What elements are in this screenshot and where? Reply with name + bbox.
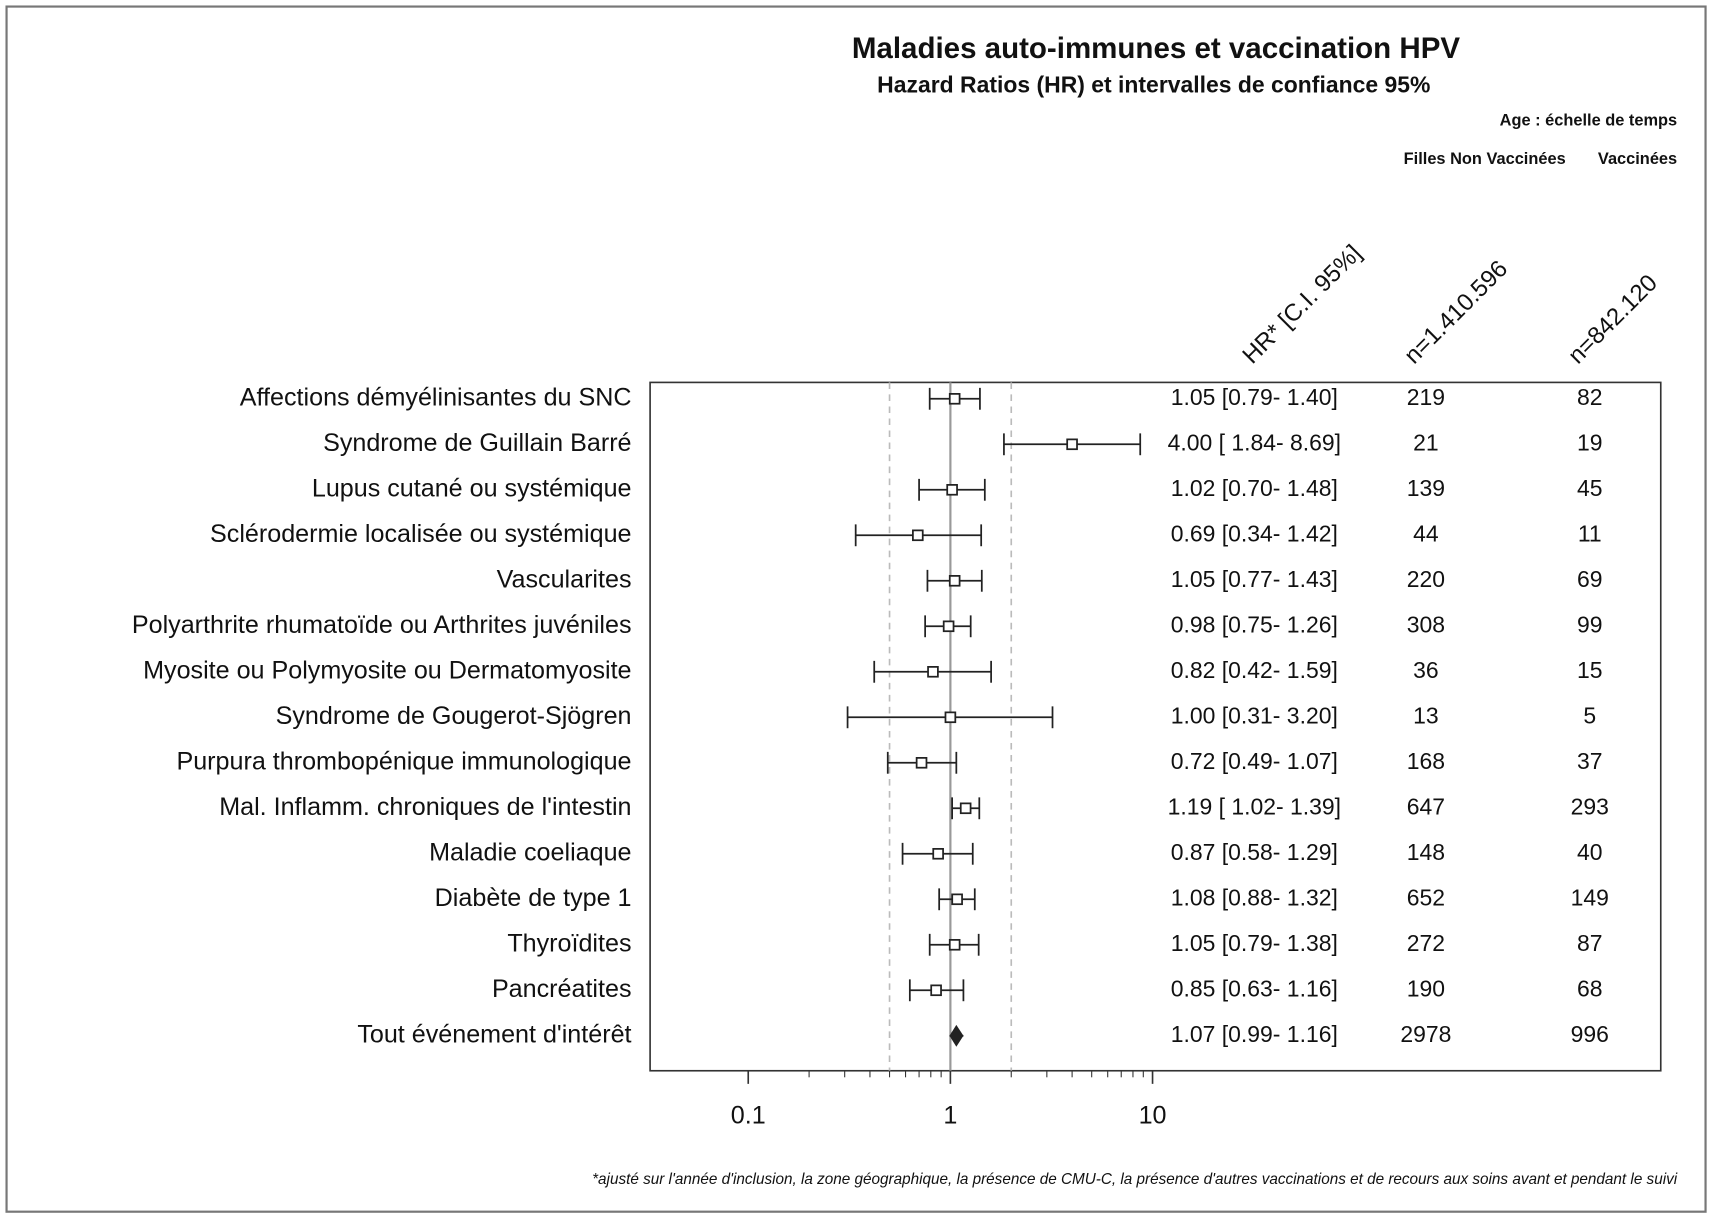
n-vacc: 293: [1571, 793, 1609, 819]
n-unvacc: 21: [1413, 429, 1439, 455]
n-unvacc: 13: [1413, 702, 1439, 728]
n-vacc: 5: [1583, 702, 1596, 728]
chart-subtitle: Hazard Ratios (HR) et intervalles de con…: [877, 71, 1430, 97]
n-unvacc: 647: [1407, 793, 1445, 819]
hr-label: 0.85 [0.63- 1.16]: [1171, 975, 1338, 1001]
hr-marker: [932, 847, 944, 860]
category-label: Affections démyélinisantes du SNC: [240, 383, 632, 411]
n-vacc: 996: [1571, 1021, 1609, 1047]
hr-label: 0.87 [0.58- 1.29]: [1171, 839, 1338, 865]
category-label: Pancréatites: [492, 975, 632, 1003]
hr-label: 0.98 [0.75- 1.26]: [1171, 611, 1338, 637]
category-label: Myosite ou Polymyosite ou Dermatomyosite: [143, 656, 631, 684]
plot-box: [649, 381, 1662, 1072]
column-header: n=1.410.596: [1399, 255, 1513, 369]
n-unvacc: 44: [1413, 520, 1439, 546]
frame: [5, 5, 1707, 1213]
hr-marker: [959, 802, 972, 815]
n-vacc: 37: [1577, 748, 1603, 774]
footnote: *ajusté sur l'année d'inclusion, la zone…: [592, 1171, 1678, 1188]
hr-marker: [1066, 438, 1078, 451]
category-label: Sclérodermie localisée ou systémique: [210, 520, 631, 548]
category-label: Lupus cutané ou systémique: [312, 474, 632, 502]
hr-label: 1.05 [0.79- 1.38]: [1171, 930, 1338, 956]
hr-label: 1.05 [0.79- 1.40]: [1171, 384, 1338, 410]
category-label: Syndrome de Gougerot-Sjögren: [276, 702, 632, 730]
x-tick-label: 10: [1139, 1101, 1167, 1129]
annotation: Vaccinées: [1598, 150, 1677, 168]
hr-marker: [930, 984, 942, 997]
n-vacc: 19: [1577, 429, 1603, 455]
category-label: Vascularites: [497, 565, 632, 593]
hr-label: 0.69 [0.34- 1.42]: [1171, 520, 1338, 546]
n-unvacc: 220: [1407, 566, 1445, 592]
n-vacc: 45: [1577, 475, 1603, 501]
category-label: Mal. Inflamm. chroniques de l'intestin: [219, 793, 631, 821]
n-vacc: 149: [1571, 884, 1609, 910]
n-unvacc: 36: [1413, 657, 1439, 683]
n-unvacc: 139: [1407, 475, 1445, 501]
hr-marker: [912, 529, 924, 542]
n-unvacc: 219: [1407, 384, 1445, 410]
category-label: Syndrome de Guillain Barré: [323, 429, 631, 457]
n-unvacc: 272: [1407, 930, 1445, 956]
hr-label: 1.05 [0.77- 1.43]: [1171, 566, 1338, 592]
chart-title: Maladies auto-immunes et vaccination HPV: [852, 32, 1461, 65]
hr-marker: [942, 620, 955, 633]
hr-marker: [948, 575, 961, 587]
n-vacc: 69: [1577, 566, 1603, 592]
n-vacc: 68: [1577, 975, 1603, 1001]
hr-label: 1.08 [0.88- 1.32]: [1171, 884, 1338, 910]
hr-marker: [948, 938, 961, 951]
hr-label: 0.72 [0.49- 1.07]: [1171, 748, 1338, 774]
category-label: Diabète de type 1: [435, 884, 632, 912]
column-header: n=842.120: [1563, 269, 1663, 369]
n-unvacc: 308: [1407, 611, 1445, 637]
hr-marker: [927, 666, 939, 678]
annotation: Filles Non Vaccinées: [1404, 150, 1566, 168]
category-label: Thyroïdites: [507, 929, 631, 957]
hr-label: 0.82 [0.42- 1.59]: [1171, 657, 1338, 683]
hr-label: 1.00 [0.31- 3.20]: [1171, 702, 1338, 728]
x-tick-label: 1: [943, 1101, 957, 1129]
n-vacc: 11: [1578, 520, 1602, 546]
hr-label: 4.00 [ 1.84- 8.69]: [1168, 429, 1341, 455]
hr-label: 1.19 [ 1.02- 1.39]: [1168, 793, 1341, 819]
category-label: Tout événement d'intérêt: [357, 1020, 631, 1048]
n-unvacc: 168: [1407, 748, 1445, 774]
n-vacc: 82: [1577, 384, 1603, 410]
n-vacc: 99: [1577, 611, 1603, 637]
x-tick-label: 0.1: [731, 1101, 766, 1129]
hr-marker: [946, 484, 958, 496]
n-unvacc: 652: [1407, 884, 1445, 910]
hr-label: 1.07 [0.99- 1.16]: [1171, 1021, 1338, 1047]
n-vacc: 15: [1577, 657, 1603, 683]
hr-diamond: [949, 1024, 964, 1047]
hr-marker: [951, 893, 963, 906]
category-label: Polyarthrite rhumatoïde ou Arthrites juv…: [132, 611, 632, 639]
hr-label: 1.02 [0.70- 1.48]: [1171, 475, 1338, 501]
column-header: HR* [C.I. 95%]: [1237, 240, 1367, 370]
n-unvacc: 190: [1407, 975, 1445, 1001]
hr-marker: [944, 711, 957, 724]
category-label: Maladie coeliaque: [429, 838, 631, 866]
n-vacc: 40: [1577, 839, 1603, 865]
hr-marker: [915, 757, 928, 769]
n-unvacc: 148: [1407, 839, 1445, 865]
category-label: Purpura thrombopénique immunologique: [176, 747, 631, 775]
n-unvacc: 2978: [1400, 1021, 1451, 1047]
hr-marker: [948, 393, 961, 405]
annotation: Age : échelle de temps: [1500, 112, 1677, 130]
plot-root: Maladies auto-immunes et vaccination HPV…: [5, 5, 1707, 1213]
n-vacc: 87: [1577, 930, 1603, 956]
